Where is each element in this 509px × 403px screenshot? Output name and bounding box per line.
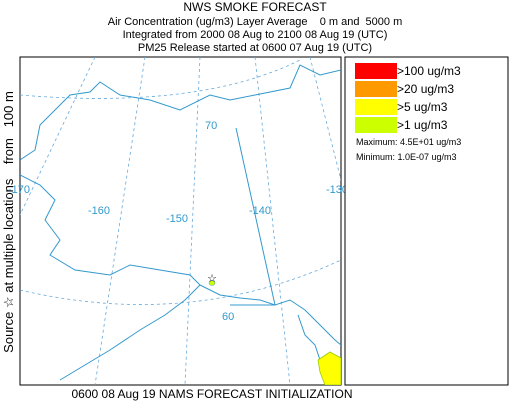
subtitle: Integrated from 2000 08 Aug to 2100 08 A… [123,29,388,41]
map-label: -160 [88,205,110,217]
legend-swatch [355,63,397,79]
legend-swatch [355,81,397,97]
legend: Maximum: 4.5E+01 ug/m3 Minimum: 1.0E-07 … [344,56,509,386]
graticule [184,57,201,385]
footer: 0600 08 Aug 19 NAMS FORECAST INITIALIZAT… [72,387,353,401]
smoke-area [317,351,341,385]
graticule [94,57,146,385]
coastline [20,174,201,381]
subtitle: Air Concentration (ug/m3) Layer Average … [108,16,403,28]
side-label: Source ☆ at multiple locations from 100 … [1,91,16,353]
graticule [20,57,96,216]
legend-max: Maximum: 4.5E+01 ug/m3 [356,137,461,147]
map-label: -140 [249,205,271,217]
legend-label: >1 ug/m3 [397,118,448,132]
coastline [20,64,341,161]
title: NWS SMOKE FORECAST [183,0,327,14]
map-label: 70 [205,120,217,132]
smoke-area [208,280,216,286]
domain-boundary [230,127,276,306]
map-label: -130 [326,184,348,196]
source-star: ☆ [207,273,217,285]
legend-label: >20 ug/m3 [397,82,454,96]
legend-label: >5 ug/m3 [397,100,448,114]
map-label: -170 [8,184,30,196]
map: ☆ 70 -170 -160 -150 -140 -130 60 [8,56,348,386]
legend-swatch [355,117,397,133]
graticule [254,57,291,385]
legend-min: Minimum: 1.0E-07 ug/m3 [356,152,457,162]
legend-swatch [355,99,397,115]
subtitle: PM25 Release started at 0600 07 Aug 19 (… [138,42,372,54]
coastline [199,284,341,346]
legend-label: >100 ug/m3 [397,64,461,78]
map-label: 60 [222,311,234,323]
map-frame [19,56,342,386]
map-label: -150 [166,213,188,225]
